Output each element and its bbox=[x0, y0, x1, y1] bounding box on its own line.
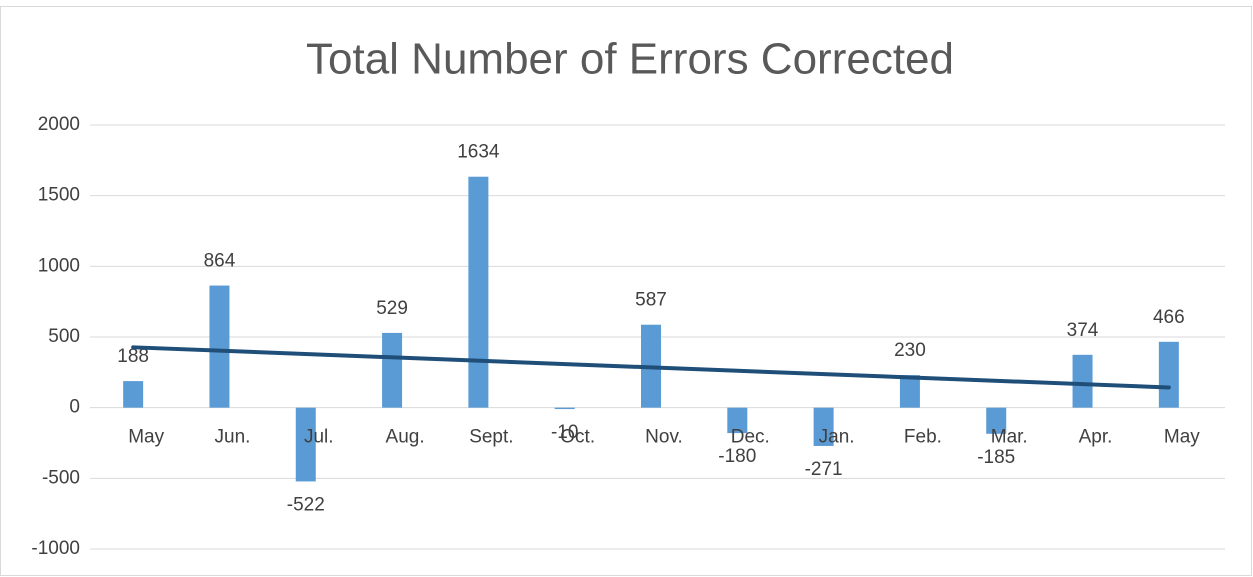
bar bbox=[899, 375, 920, 408]
data-label: 230 bbox=[894, 340, 926, 361]
data-label: 864 bbox=[204, 251, 236, 272]
chart-border bbox=[0, 6, 1252, 576]
x-tick-label: Feb. bbox=[904, 427, 942, 448]
x-tick-label: Dec. bbox=[731, 427, 770, 448]
data-label: -185 bbox=[977, 447, 1015, 468]
bar bbox=[209, 285, 230, 408]
trendline bbox=[131, 345, 1171, 390]
bar bbox=[1158, 341, 1179, 408]
data-label: -271 bbox=[805, 459, 843, 480]
bar bbox=[295, 407, 316, 482]
y-tick-label: 500 bbox=[48, 326, 80, 347]
y-tick-label: -1000 bbox=[31, 538, 80, 559]
bar bbox=[468, 176, 489, 408]
x-tick-label: Jan. bbox=[819, 427, 855, 448]
data-label: 587 bbox=[635, 290, 667, 311]
data-label: 466 bbox=[1153, 307, 1185, 328]
y-tick-label: 1000 bbox=[38, 255, 80, 276]
y-tick-label: 0 bbox=[69, 397, 80, 418]
data-label: 188 bbox=[117, 346, 149, 367]
bar bbox=[382, 332, 403, 408]
x-tick-label: Sept. bbox=[469, 427, 513, 448]
bar bbox=[1072, 354, 1093, 408]
x-tick-label: Nov. bbox=[645, 427, 683, 448]
x-tick-label: Oct. bbox=[560, 427, 595, 448]
data-label: 374 bbox=[1067, 320, 1099, 341]
data-label: -180 bbox=[718, 446, 756, 467]
y-tick-label: -500 bbox=[42, 467, 80, 488]
x-tick-label: Jul. bbox=[304, 427, 334, 448]
bar bbox=[727, 407, 748, 434]
bar bbox=[986, 407, 1007, 434]
data-label: -10 bbox=[551, 422, 578, 443]
x-tick-label: Apr. bbox=[1079, 427, 1113, 448]
data-label: 529 bbox=[376, 298, 408, 319]
data-label: -522 bbox=[287, 494, 325, 515]
x-tick-label: Aug. bbox=[386, 427, 425, 448]
y-tick-label: 1500 bbox=[38, 185, 80, 206]
bar bbox=[813, 407, 834, 446]
x-tick-label: May bbox=[128, 427, 164, 448]
x-tick-label: Jun. bbox=[215, 427, 251, 448]
bar bbox=[554, 407, 575, 410]
x-tick-label: May bbox=[1164, 427, 1200, 448]
y-tick-label: 2000 bbox=[38, 114, 80, 135]
x-tick-label: Mar. bbox=[991, 427, 1028, 448]
chart-title: Total Number of Errors Corrected bbox=[306, 35, 954, 84]
data-label: 1634 bbox=[457, 142, 500, 163]
bar bbox=[123, 381, 144, 408]
